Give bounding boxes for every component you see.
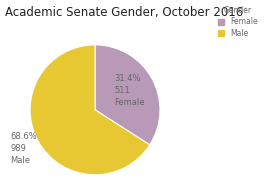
Wedge shape: [30, 45, 150, 175]
Wedge shape: [95, 45, 160, 145]
Text: 68.6%
989
Male: 68.6% 989 Male: [11, 133, 37, 165]
Text: Academic Senate Gender, October 2016: Academic Senate Gender, October 2016: [5, 6, 243, 19]
Legend: Female, Male: Female, Male: [216, 4, 260, 40]
Text: 31.4%
511
Female: 31.4% 511 Female: [115, 74, 145, 107]
